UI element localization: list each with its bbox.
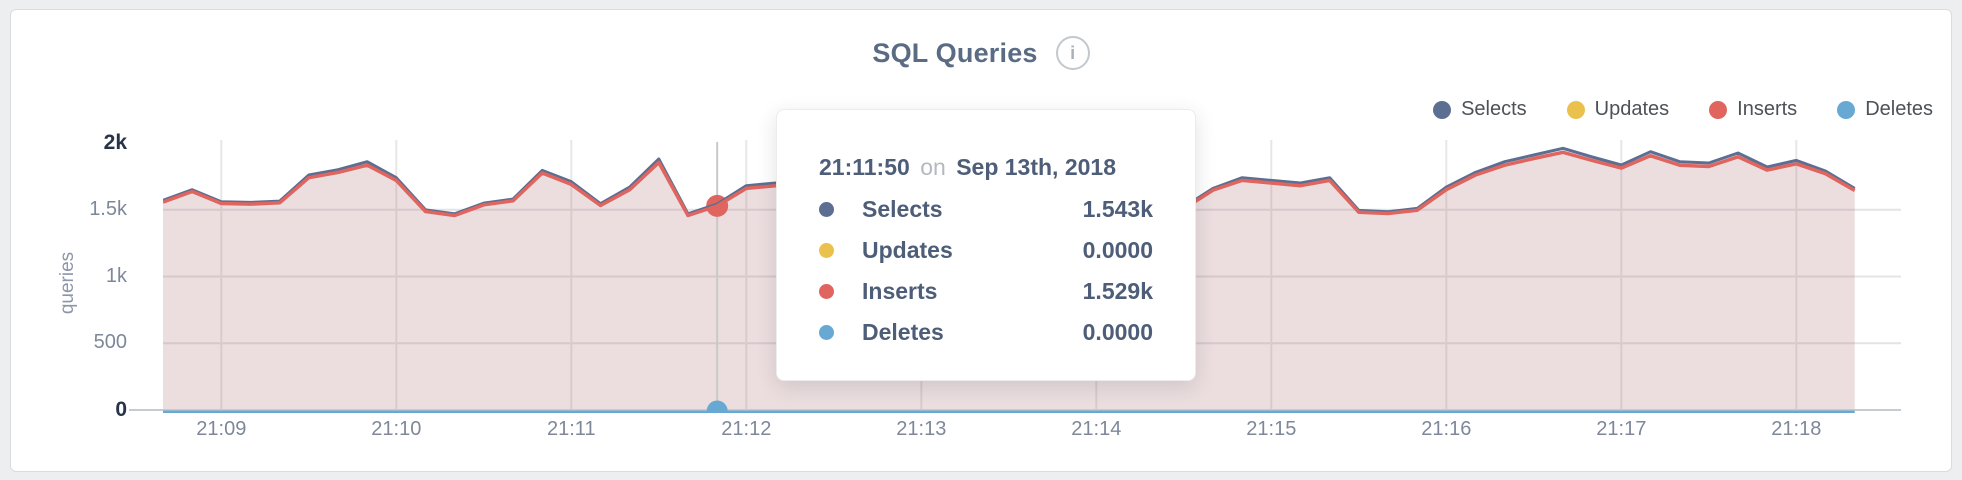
tooltip-series-value: 1.529k [1082, 277, 1153, 304]
legend-item-selects[interactable]: Selects [1433, 98, 1527, 121]
tooltip-header: 21:11:50 on Sep 13th, 2018 [819, 154, 1153, 181]
tooltip-rows: Selects 1.543k Updates 0.0000 Inserts 1.… [819, 189, 1153, 352]
legend-item-deletes[interactable]: Deletes [1837, 98, 1933, 121]
legend-dot-icon [1433, 100, 1452, 119]
series-dot-icon [819, 201, 834, 217]
tooltip-row-selects: Selects 1.543k [819, 189, 1153, 229]
tooltip-date: Sep 13th, 2018 [956, 154, 1116, 180]
series-dot-icon [819, 324, 834, 340]
tooltip-series-value: 1.543k [1082, 195, 1153, 222]
legend-item-label: Inserts [1737, 98, 1798, 120]
legend-item-label: Selects [1461, 98, 1527, 120]
y-tick-label: 1.5k [89, 197, 127, 220]
tooltip-series-label: Selects [862, 195, 943, 222]
tooltip-series-label: Inserts [862, 277, 938, 304]
chart-title: SQL Queries [872, 37, 1038, 68]
tooltip-series-label: Deletes [862, 318, 944, 345]
tooltip-row-inserts: Inserts 1.529k [819, 271, 1153, 311]
y-tick-label: 1k [105, 264, 127, 287]
tooltip-series-value: 0.0000 [1082, 318, 1153, 345]
x-tick-label: 21:09 [196, 418, 247, 440]
legend: Selects Updates Inserts Deletes [1433, 98, 1933, 121]
chart-tooltip: 21:11:50 on Sep 13th, 2018 Selects 1.543… [776, 109, 1196, 381]
legend-item-inserts[interactable]: Inserts [1709, 98, 1797, 121]
series-dot-icon [819, 242, 834, 258]
x-tick-label: 21:13 [896, 418, 947, 440]
tooltip-row-deletes: Deletes 0.0000 [819, 312, 1153, 352]
info-icon[interactable]: i [1055, 36, 1090, 70]
x-tick-label: 21:11 [547, 418, 596, 440]
tooltip-row-updates: Updates 0.0000 [819, 230, 1153, 270]
tooltip-on-word: on [920, 154, 946, 180]
tooltip-series-label: Updates [862, 236, 953, 263]
tooltip-time: 21:11:50 [819, 154, 910, 180]
x-tick-label: 21:15 [1246, 418, 1297, 440]
y-tick-label: 0 [115, 398, 127, 421]
y-tick-label: 500 [93, 331, 127, 354]
hover-marker-deletes [706, 400, 728, 413]
x-tick-label: 21:16 [1421, 418, 1472, 440]
legend-dot-icon [1566, 100, 1585, 119]
series-dot-icon [819, 283, 834, 299]
x-tick-label: 21:18 [1771, 418, 1822, 440]
panel-header: SQL Queries i [11, 36, 1951, 70]
legend-dot-icon [1837, 100, 1856, 119]
legend-item-label: Updates [1594, 98, 1670, 120]
y-tick-label: 2k [103, 131, 127, 154]
legend-dot-icon [1709, 100, 1728, 119]
x-tick-label: 21:14 [1071, 418, 1122, 440]
legend-item-updates[interactable]: Updates [1566, 98, 1670, 121]
x-tick-label: 21:17 [1596, 418, 1647, 440]
tooltip-series-value: 0.0000 [1082, 236, 1153, 263]
legend-item-label: Deletes [1865, 98, 1933, 120]
x-tick-label: 21:10 [371, 418, 422, 440]
x-tick-label: 21:12 [721, 418, 772, 440]
sql-queries-panel: SQL Queries i Selects Updates Inserts De… [10, 9, 1952, 472]
